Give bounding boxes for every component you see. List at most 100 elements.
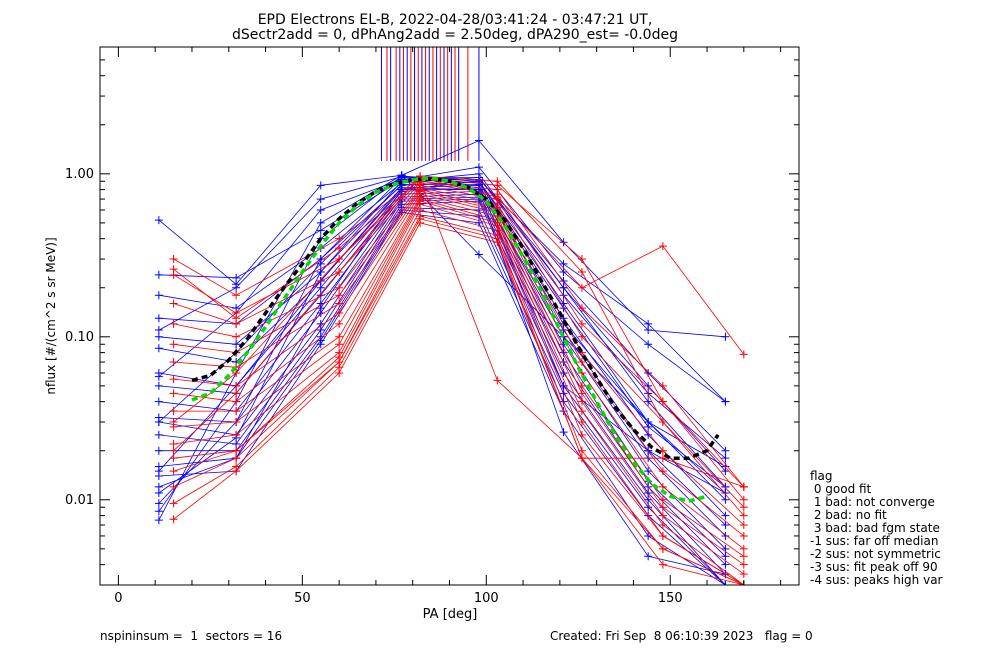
series-line bbox=[173, 215, 744, 585]
data-point bbox=[316, 226, 325, 235]
series-line bbox=[158, 209, 726, 585]
data-point bbox=[658, 503, 667, 512]
data-point bbox=[658, 381, 667, 390]
data-point bbox=[739, 503, 748, 512]
data-point bbox=[335, 299, 344, 308]
y-tick-label: 0.01 bbox=[65, 493, 94, 508]
series-line bbox=[173, 222, 744, 585]
data-point bbox=[335, 283, 344, 292]
data-point bbox=[721, 454, 730, 463]
data-point bbox=[169, 482, 178, 491]
data-point bbox=[316, 205, 325, 214]
data-point bbox=[416, 218, 425, 227]
data-point bbox=[335, 319, 344, 328]
data-point bbox=[169, 467, 178, 476]
data-point bbox=[316, 218, 325, 227]
data-point bbox=[316, 195, 325, 204]
data-point bbox=[232, 446, 241, 455]
data-point bbox=[577, 304, 586, 313]
data-point bbox=[658, 397, 667, 406]
data-point bbox=[232, 430, 241, 439]
series-line bbox=[158, 190, 726, 550]
fit-curve-black bbox=[191, 177, 720, 460]
footer-left: nspininsum = 1 sectors = 16 bbox=[100, 629, 282, 643]
data-point bbox=[739, 511, 748, 520]
series-line bbox=[173, 198, 745, 575]
data-point bbox=[559, 428, 568, 437]
data-point bbox=[154, 344, 163, 353]
data-point bbox=[493, 376, 502, 385]
data-point bbox=[559, 283, 568, 292]
data-point bbox=[335, 244, 344, 253]
data-point bbox=[658, 467, 667, 476]
data-point bbox=[316, 326, 325, 335]
plot-clip-group bbox=[154, 47, 748, 585]
data-point bbox=[154, 499, 163, 508]
data-point bbox=[658, 242, 667, 251]
data-point bbox=[232, 397, 241, 406]
data-point bbox=[658, 495, 667, 504]
data-point bbox=[154, 332, 163, 341]
data-point bbox=[559, 238, 568, 247]
data-point bbox=[169, 439, 178, 448]
data-point bbox=[316, 259, 325, 268]
data-point bbox=[559, 259, 568, 268]
data-point bbox=[232, 467, 241, 476]
legend-item: 2 bad: no fit bbox=[810, 508, 887, 522]
series-line bbox=[158, 187, 726, 537]
data-point bbox=[577, 381, 586, 390]
data-point bbox=[154, 270, 163, 279]
data-point bbox=[154, 507, 163, 516]
series-line bbox=[158, 198, 726, 575]
data-point bbox=[169, 358, 178, 367]
data-point bbox=[232, 418, 241, 427]
data-point bbox=[232, 389, 241, 398]
series-line bbox=[173, 182, 745, 488]
series-line bbox=[158, 176, 726, 402]
data-point bbox=[232, 407, 241, 416]
series-line bbox=[173, 189, 745, 537]
data-point bbox=[577, 418, 586, 427]
data-point bbox=[154, 489, 163, 498]
data-point bbox=[169, 255, 178, 264]
data-point bbox=[577, 454, 586, 463]
data-point bbox=[721, 511, 730, 520]
data-point bbox=[232, 340, 241, 349]
series-line bbox=[173, 200, 745, 585]
data-point bbox=[739, 531, 748, 540]
data-point bbox=[739, 482, 748, 491]
data-point bbox=[335, 234, 344, 243]
data-point bbox=[658, 544, 667, 553]
series-line bbox=[173, 190, 745, 550]
data-point bbox=[335, 255, 344, 264]
data-point bbox=[493, 238, 502, 247]
data-point bbox=[721, 332, 730, 341]
legend-item: 0 good fit bbox=[810, 482, 872, 496]
series-line bbox=[173, 196, 745, 565]
y-axis-label: nflux [#/(cm^2 s sr MeV)] bbox=[44, 237, 58, 394]
data-point bbox=[397, 183, 406, 192]
data-point bbox=[559, 304, 568, 313]
data-point bbox=[474, 250, 483, 259]
legend-item: 1 bad: not converge bbox=[810, 495, 935, 509]
data-point bbox=[154, 381, 163, 390]
data-point bbox=[721, 560, 730, 569]
chart-title-line2: dSectr2add = 0, dPhAng2add = 2.50deg, dP… bbox=[232, 27, 678, 43]
x-tick-label: 150 bbox=[658, 591, 683, 606]
data-point bbox=[658, 454, 667, 463]
data-point bbox=[739, 544, 748, 553]
data-point bbox=[154, 291, 163, 300]
series-line bbox=[158, 184, 726, 516]
axes: 0 50 100 150 0.01 0.10 1.00 bbox=[65, 46, 799, 606]
data-point bbox=[658, 511, 667, 520]
data-point bbox=[721, 446, 730, 455]
data-point bbox=[577, 255, 586, 264]
legend-item: -2 sus: not symmetric bbox=[810, 547, 941, 561]
series-line bbox=[173, 177, 745, 355]
series-line bbox=[173, 218, 744, 585]
data-point bbox=[577, 430, 586, 439]
data-point bbox=[739, 552, 748, 561]
data-point bbox=[474, 136, 483, 145]
data-point bbox=[644, 340, 653, 349]
